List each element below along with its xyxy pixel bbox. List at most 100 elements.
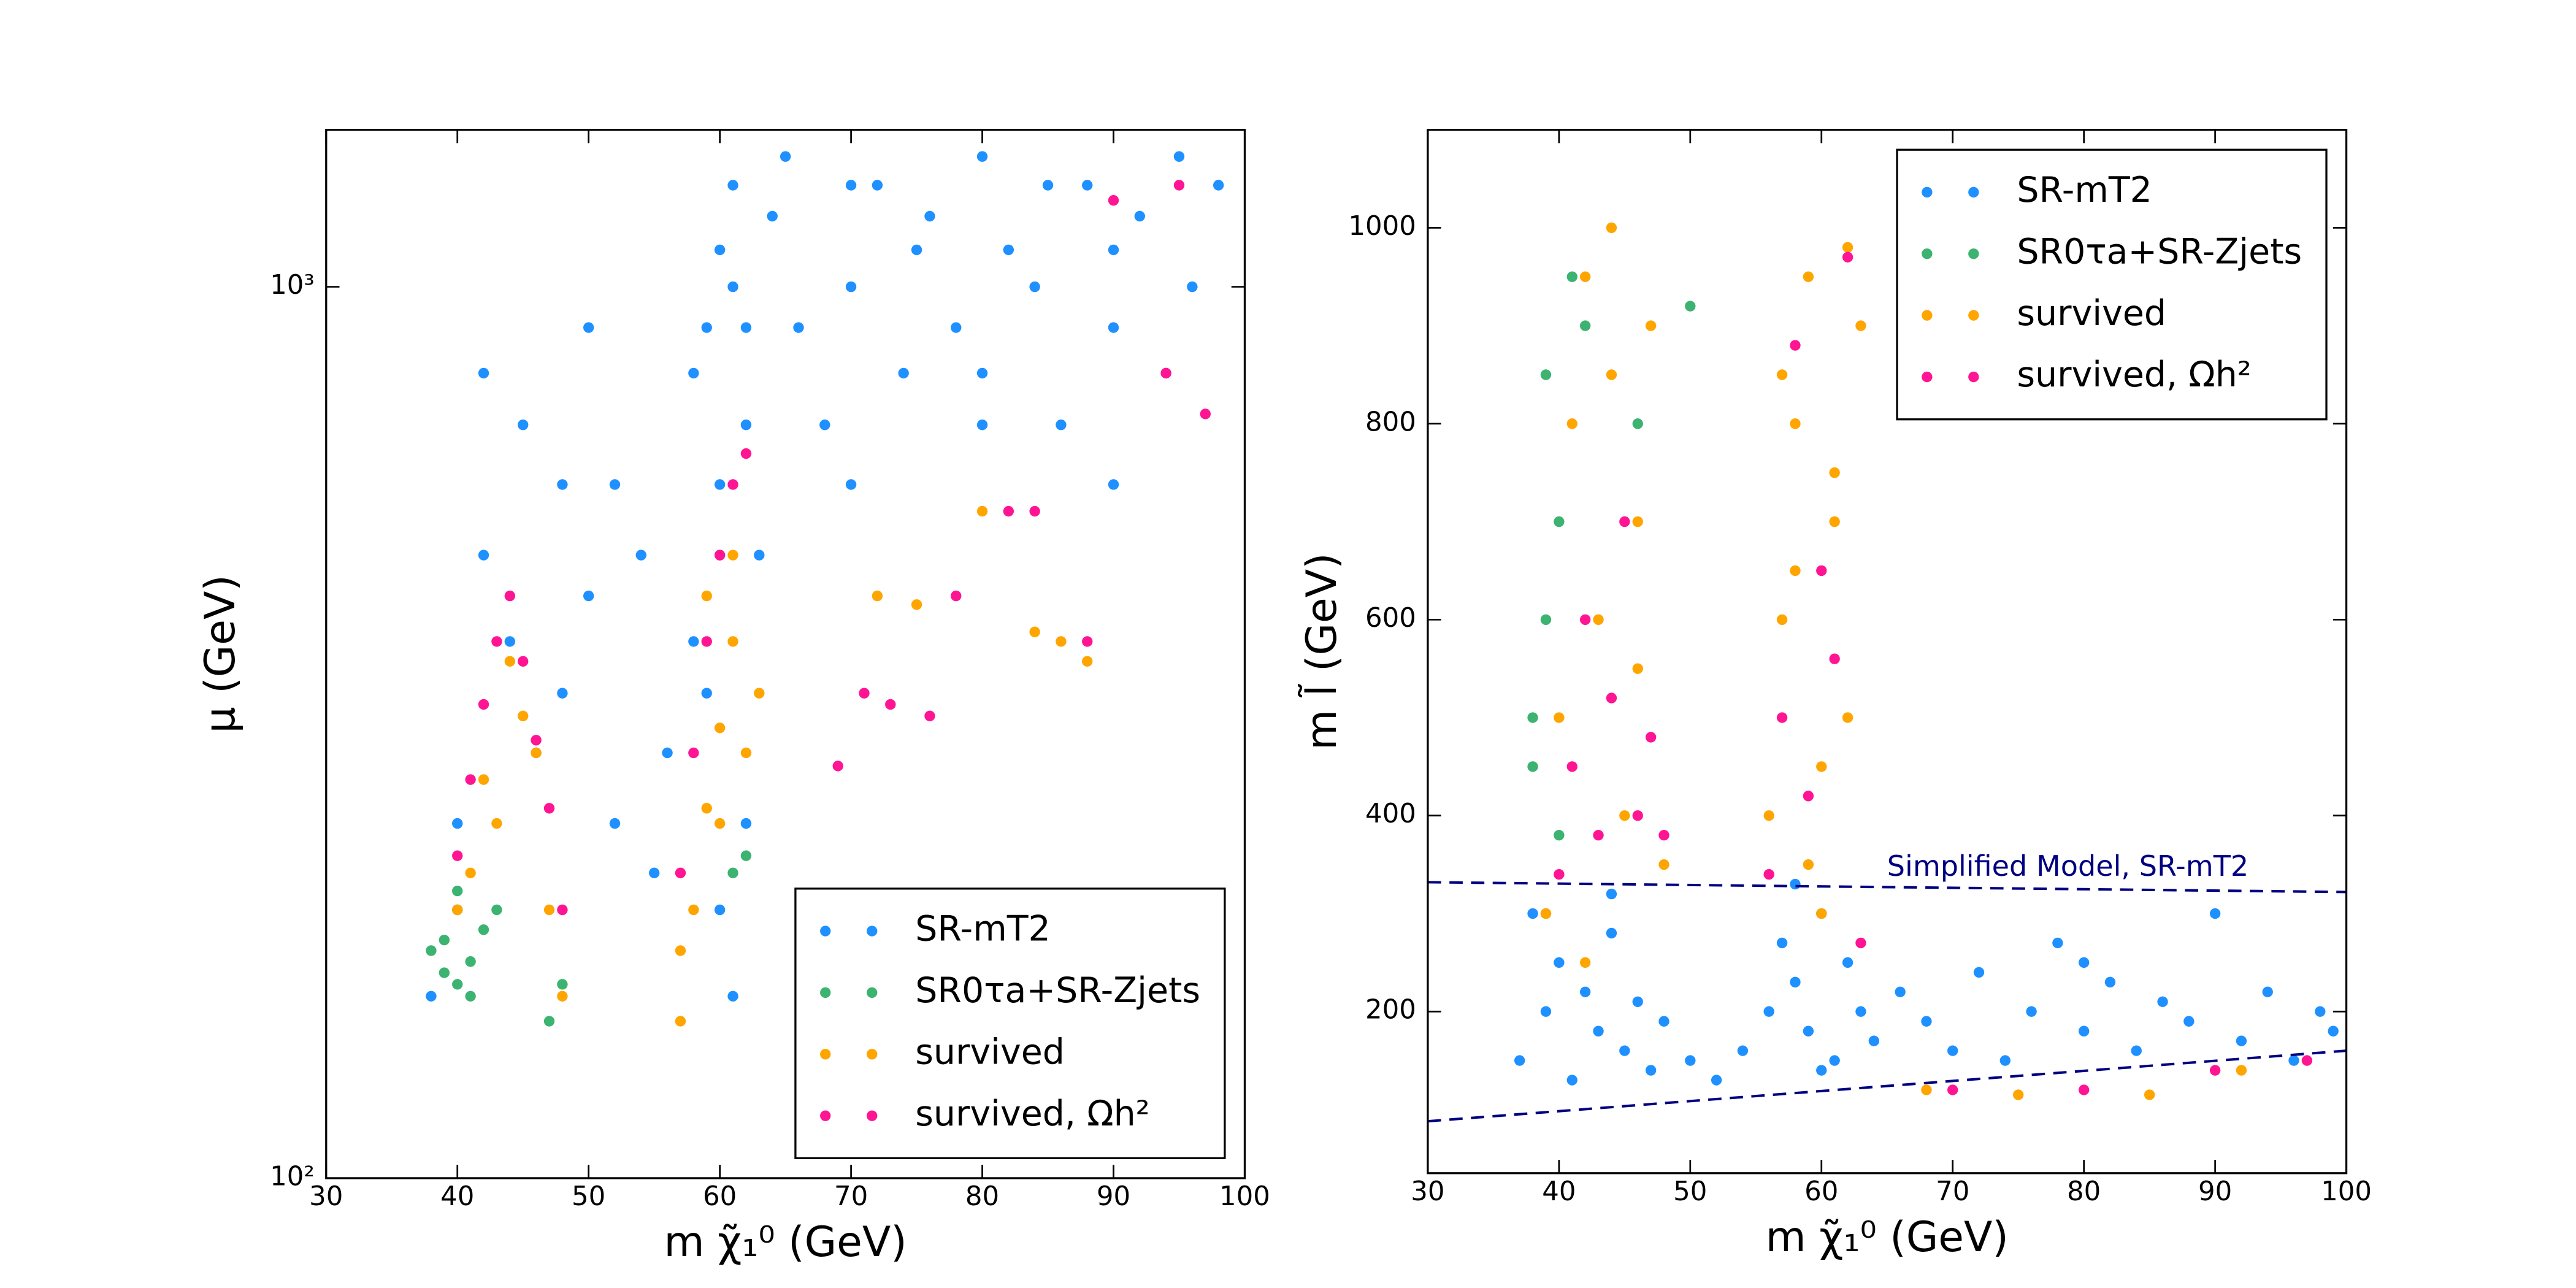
point [1003,244,1014,256]
point [2131,1045,2142,1056]
point [2183,1016,2195,1027]
point [1029,626,1040,638]
point [976,151,988,162]
point [1108,244,1119,256]
point [452,885,463,897]
y-axis-label: m l̃ (GeV) [1297,553,1346,750]
legend-label: survived [2017,293,2166,334]
point [2288,1055,2299,1066]
point [439,934,450,946]
point [504,636,515,647]
legend-marker [820,1049,831,1060]
point [1579,320,1591,331]
x-axis-label: m χ̃₁⁰ (GeV) [664,1217,907,1266]
legend-marker [1922,310,1933,321]
legend-label: survived, Ωh² [2017,355,2251,395]
point [504,656,515,667]
point [557,479,568,490]
point [701,688,712,699]
x-tick-label: 30 [1411,1176,1444,1207]
point [635,550,646,561]
point [1579,957,1591,968]
point [2209,1065,2221,1076]
point [518,420,529,431]
x-tick-label: 40 [1542,1176,1576,1207]
point [2104,976,2116,987]
point [924,710,935,722]
point [478,774,489,785]
point [2301,1055,2313,1066]
point [2078,1025,2090,1037]
point [1173,151,1185,162]
point [1816,908,1827,919]
point [675,1016,686,1027]
x-tick-label: 90 [2198,1176,2232,1207]
legend-marker [867,987,878,999]
y-axis-label: μ (GeV) [196,575,244,733]
point [1842,957,1853,968]
point [1776,937,1788,949]
point [1108,322,1119,333]
y-tick-label: 200 [1365,995,1416,1025]
point [1173,180,1185,191]
x-tick-label: 40 [440,1181,474,1212]
legend-marker [867,1110,878,1121]
point [1829,467,1840,478]
point [714,550,726,561]
point [1187,281,1198,293]
point [1842,242,1853,253]
point [1685,1055,1696,1066]
point [426,945,437,956]
y-tick-label: 1000 [1348,211,1416,242]
x-tick-label: 30 [309,1181,343,1212]
point [1632,516,1643,527]
point [1108,479,1119,490]
point [740,322,752,333]
point [1566,1075,1577,1086]
legend-frame [794,887,1226,1159]
point [543,803,555,814]
point [976,420,988,431]
point [1108,195,1119,206]
point [1776,369,1788,380]
point [1947,1084,1958,1095]
point [1803,791,1814,802]
point [1947,1045,1958,1056]
point [1816,1065,1827,1076]
point [426,991,437,1002]
point [780,151,791,162]
point [1554,957,1565,968]
point [2144,1089,2155,1100]
legend-marker [1922,248,1933,259]
point [885,699,896,710]
point [1645,1065,1657,1076]
point [727,636,738,647]
point [1803,271,1814,282]
legend-marker [1922,186,1933,198]
point [688,636,699,647]
point [727,550,738,561]
point [859,688,870,699]
point [832,761,843,772]
point [2013,1089,2024,1100]
point [2328,1025,2339,1037]
point [1658,1016,1669,1027]
point [543,1016,555,1027]
point [452,979,463,990]
point [727,867,738,878]
legend-label: survived, Ωh² [915,1094,1149,1134]
point [1056,420,1067,431]
x-tick-label: 60 [703,1181,737,1212]
point [452,904,463,916]
point [583,322,594,333]
point [1082,656,1093,667]
point [1632,663,1643,674]
point [1554,712,1565,723]
point [1566,271,1577,282]
point [727,991,738,1002]
point [898,367,909,379]
point [2078,1084,2090,1095]
reference-label: Simplified Model, SR-mT2 [1887,849,2248,883]
point [465,867,476,878]
